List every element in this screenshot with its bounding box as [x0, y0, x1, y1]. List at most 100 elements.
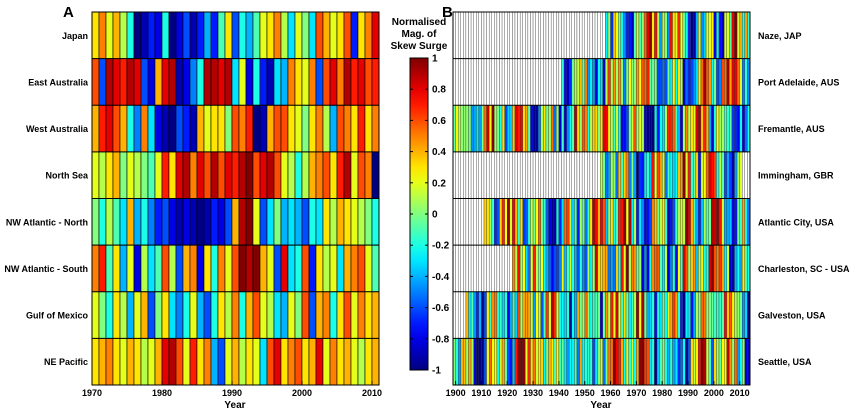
heatmap-cell: [540, 58, 544, 106]
heatmap-cell: [687, 58, 691, 106]
heatmap-cell: [530, 11, 534, 59]
heatmap-cell: [545, 151, 549, 199]
heatmap-cell: [273, 151, 282, 199]
heatmap-cell: [667, 198, 671, 246]
heatmap-cell: [576, 58, 580, 106]
heatmap-cell: [488, 58, 492, 106]
heatmap-cell: [522, 151, 526, 199]
heatmap-cell: [238, 151, 247, 199]
heatmap-cell: [631, 291, 634, 339]
heatmap-cell: [527, 58, 531, 106]
heatmap-cell: [231, 338, 240, 386]
heatmap-cell: [543, 105, 547, 153]
heatmap-cell: [140, 58, 149, 106]
heatmap-cell: [473, 338, 477, 386]
heatmap-cell: [587, 244, 591, 292]
heatmap-cell: [574, 198, 578, 246]
heatmap-cell: [610, 105, 614, 153]
heatmap-cell: [238, 244, 247, 293]
heatmap-cell: [664, 244, 668, 292]
heatmap-cell: [695, 151, 699, 199]
heatmap-cell: [119, 198, 128, 246]
heatmap-cell: [600, 151, 603, 199]
heatmap-cell: [525, 244, 529, 292]
heatmap-cell: [105, 244, 114, 293]
heatmap-cell: [182, 58, 191, 106]
heatmap-cell: [667, 244, 671, 292]
heatmap-cell: [501, 198, 505, 246]
x-tick-label: 1910: [471, 388, 491, 398]
heatmap-cell: [612, 58, 616, 106]
heatmap-cell: [553, 151, 557, 199]
heatmap-cell: [607, 244, 611, 292]
heatmap-cell: [695, 105, 699, 153]
heatmap-cell: [238, 291, 247, 339]
heatmap-cell: [350, 11, 359, 59]
heatmap-cell: [703, 58, 707, 106]
heatmap-cell: [711, 291, 715, 339]
heatmap-cell: [558, 244, 562, 292]
heatmap-cell: [463, 11, 467, 59]
heatmap-cell: [259, 58, 268, 106]
heatmap-cell: [550, 338, 554, 386]
heatmap-cell: [294, 58, 303, 106]
heatmap-cell: [350, 291, 359, 339]
heatmap-cell: [556, 291, 560, 339]
heatmap-cell: [203, 244, 212, 293]
heatmap-cell: [584, 291, 588, 339]
heatmap-cell: [301, 104, 310, 153]
heatmap-cell: [571, 151, 575, 199]
heatmap-cell: [723, 11, 727, 59]
heatmap-cell: [649, 151, 653, 199]
heatmap-cell: [126, 58, 135, 106]
heatmap-cell: [481, 105, 485, 153]
heatmap-cell: [615, 338, 619, 386]
heatmap-cell: [280, 338, 289, 386]
heatmap-cell: [605, 198, 609, 246]
heatmap-cell: [175, 58, 184, 106]
heatmap-cell: [569, 11, 572, 59]
heatmap-cell: [594, 291, 598, 339]
heatmap-cell: [713, 338, 717, 386]
heatmap-cell: [566, 244, 570, 292]
heatmap-cell: [569, 291, 572, 339]
heatmap-cell: [301, 244, 310, 293]
heatmap-cell: [147, 58, 156, 106]
heatmap-cell: [91, 338, 100, 386]
heatmap-cell: [633, 58, 637, 106]
heatmap-cell: [252, 104, 261, 153]
heatmap-cell: [631, 58, 634, 106]
heatmap-cell: [579, 58, 583, 106]
heatmap-cell: [322, 151, 331, 199]
heatmap-cell: [618, 11, 622, 59]
heatmap-cell: [336, 11, 345, 59]
heatmap-cell: [266, 58, 275, 106]
heatmap-cell: [592, 244, 596, 292]
heatmap-cell: [308, 104, 317, 153]
heatmap-cell: [308, 198, 317, 246]
heatmap-cell: [600, 244, 603, 292]
heatmap-cell: [731, 244, 735, 292]
heatmap-cell: [571, 11, 575, 59]
heatmap-cell: [734, 244, 738, 292]
heatmap-cell: [273, 338, 282, 386]
heatmap-cell: [538, 151, 541, 199]
heatmap-cell: [643, 105, 647, 153]
heatmap-cell: [607, 151, 611, 199]
row-label: NW Atlantic - North: [6, 217, 88, 227]
heatmap-cell: [545, 11, 549, 59]
heatmap-cell: [252, 244, 261, 293]
heatmap-cell: [558, 105, 562, 153]
heatmap-cell: [350, 244, 359, 293]
heatmap-cell: [718, 11, 722, 59]
heatmap-cell: [744, 291, 748, 339]
heatmap-cell: [259, 104, 268, 153]
heatmap-cell: [98, 291, 107, 339]
heatmap-cell: [589, 151, 593, 199]
heatmap-cell: [607, 338, 611, 386]
heatmap-cell: [672, 338, 676, 386]
heatmap-cell: [651, 58, 655, 106]
heatmap-cell: [460, 198, 464, 246]
heatmap-cell: [315, 338, 324, 386]
heatmap-cell: [618, 58, 622, 106]
